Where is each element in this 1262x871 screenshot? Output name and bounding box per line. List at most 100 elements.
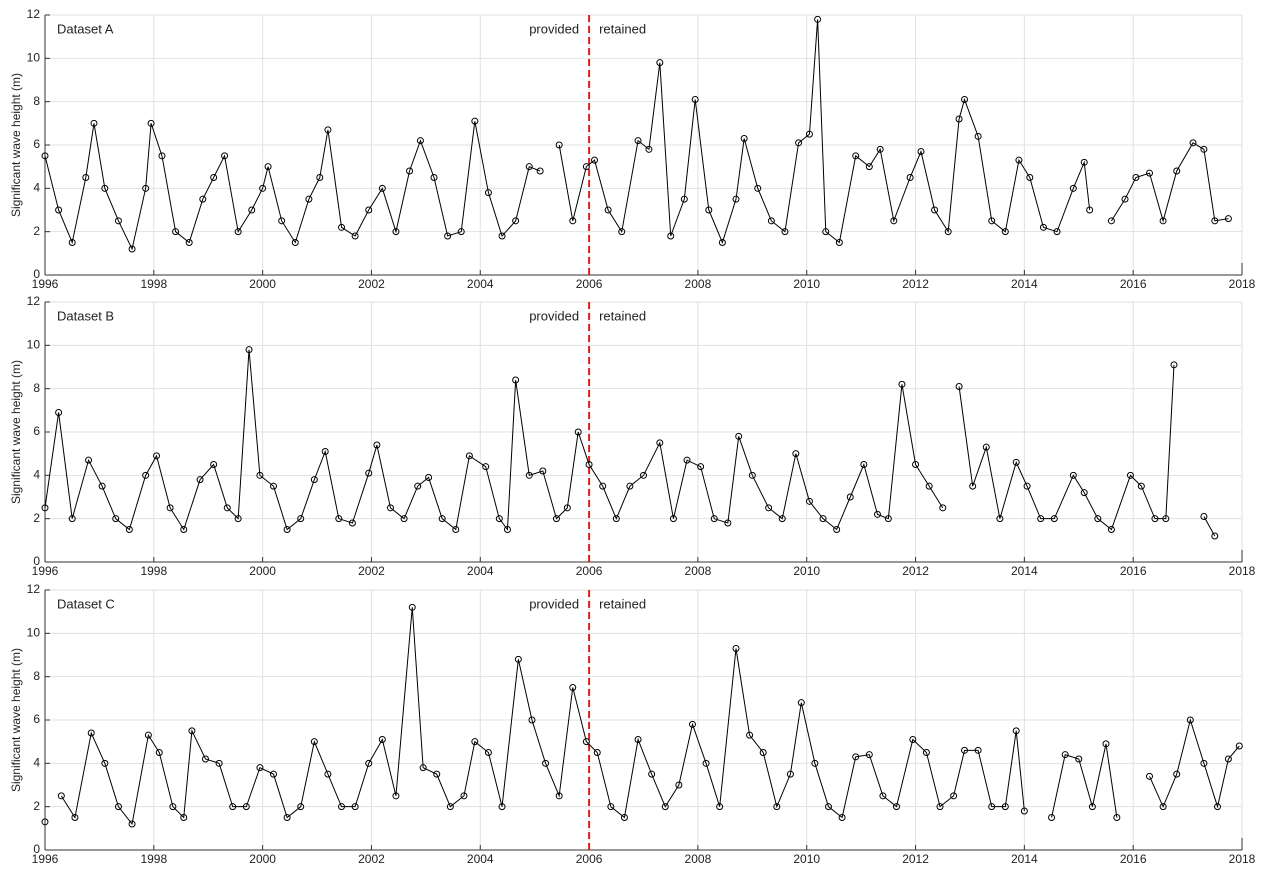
data-point — [917, 148, 925, 155]
y-tick-label: 8 — [33, 94, 40, 108]
data-point — [338, 223, 346, 231]
data-point — [188, 727, 196, 735]
data-point — [1132, 174, 1140, 181]
data-point — [669, 515, 677, 523]
data-point — [536, 167, 544, 175]
data-point — [1173, 770, 1181, 778]
data-point — [484, 749, 492, 756]
data-point — [599, 482, 607, 490]
data-point — [1053, 228, 1061, 236]
data-point — [471, 117, 479, 125]
data-point — [234, 515, 242, 523]
data-point — [297, 515, 305, 523]
data-point — [585, 461, 593, 468]
x-tick-label: 2016 — [1120, 277, 1147, 291]
data-point — [819, 515, 827, 523]
x-tick-label: 2018 — [1229, 277, 1256, 291]
x-tick-label: 2008 — [685, 852, 712, 866]
data-point — [270, 482, 278, 490]
data-point — [955, 383, 963, 390]
data-point — [795, 139, 803, 147]
data-point — [912, 461, 920, 468]
data-point — [1113, 814, 1121, 821]
data-point — [1026, 174, 1034, 181]
data-point — [365, 206, 373, 214]
x-tick-label: 1996 — [32, 277, 59, 291]
data-point — [202, 755, 210, 763]
data-point — [392, 792, 400, 800]
data-point — [365, 759, 373, 767]
series-line — [558, 19, 1091, 244]
data-point — [144, 731, 152, 739]
x-tick-label: 2000 — [249, 277, 276, 291]
data-point — [153, 452, 161, 460]
data-point — [735, 432, 743, 440]
x-tick-label: 2010 — [793, 277, 820, 291]
data-point — [1235, 742, 1243, 750]
data-point — [465, 452, 473, 460]
y-tick-label: 6 — [33, 424, 40, 438]
data-point — [278, 217, 286, 225]
data-point — [433, 770, 441, 778]
panel-label: Dataset A — [57, 21, 114, 36]
data-point — [1214, 803, 1222, 811]
data-point — [873, 510, 881, 518]
data-point — [1159, 803, 1167, 811]
data-point — [1080, 489, 1088, 497]
y-axis-label: Significant wave height (m) — [9, 360, 23, 504]
data-point — [852, 753, 860, 761]
annotation: provided — [529, 308, 579, 323]
data-point — [732, 645, 740, 652]
data-point — [68, 239, 76, 246]
data-point — [569, 217, 577, 225]
data-point — [667, 232, 675, 240]
data-point — [939, 504, 947, 512]
data-point — [982, 443, 990, 451]
x-tick-label: 2018 — [1229, 852, 1256, 866]
data-point — [457, 228, 465, 236]
data-point — [691, 96, 699, 103]
data-point — [1023, 482, 1031, 490]
data-point — [525, 471, 533, 479]
y-tick-label: 12 — [27, 582, 41, 596]
data-point — [41, 152, 49, 160]
data-point — [724, 519, 732, 527]
data-point — [1170, 361, 1178, 369]
data-point — [656, 439, 664, 447]
data-point — [563, 504, 571, 512]
data-point — [1039, 223, 1047, 231]
data-point — [400, 515, 408, 523]
data-point — [338, 803, 346, 811]
data-point — [767, 217, 775, 225]
data-point — [1121, 195, 1129, 203]
data-point — [234, 228, 242, 236]
data-point — [386, 504, 394, 512]
data-point — [365, 469, 373, 477]
data-point — [786, 770, 794, 778]
x-tick-label: 2012 — [902, 277, 929, 291]
x-tick-label: 2008 — [685, 277, 712, 291]
series-line — [1110, 142, 1229, 223]
y-axis-label: Significant wave height (m) — [9, 648, 23, 792]
data-point — [1126, 471, 1134, 479]
y-tick-label: 2 — [33, 224, 40, 238]
data-point — [922, 749, 930, 756]
data-point — [305, 195, 313, 203]
data-point — [1012, 458, 1020, 466]
data-point — [90, 119, 98, 127]
data-point — [414, 482, 422, 490]
series-line — [1051, 743, 1118, 818]
data-point — [996, 515, 1004, 523]
data-point — [1069, 471, 1077, 479]
data-point — [661, 803, 669, 811]
data-point — [248, 206, 256, 214]
data-point — [180, 814, 188, 821]
data-point — [229, 803, 237, 811]
data-point — [1015, 156, 1023, 164]
data-point — [645, 145, 653, 153]
data-point — [310, 476, 318, 484]
data-point — [430, 174, 438, 181]
data-point — [604, 206, 612, 214]
data-point — [351, 232, 359, 240]
